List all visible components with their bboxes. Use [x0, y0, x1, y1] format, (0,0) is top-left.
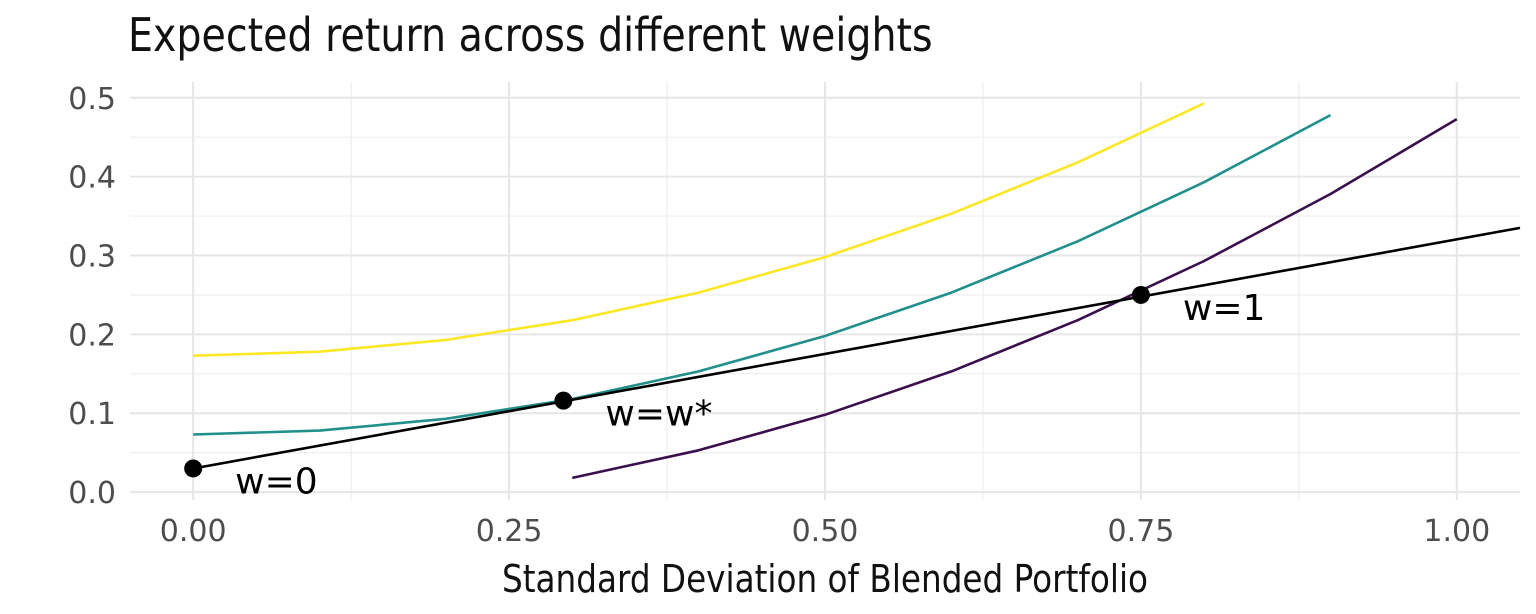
tick-labels: 0.00 0.25 0.50 0.75 1.00 0.0 0.1 0.2 0.3 0.4 0.5 [68, 82, 1490, 549]
x-tick-label: 0.50 [792, 514, 859, 549]
y-tick-label: 0.2 [68, 318, 116, 353]
x-tick-label: 0.25 [476, 514, 543, 549]
chart-title: Expected return across different weights [128, 8, 933, 62]
point-marker [1131, 285, 1150, 304]
y-tick-label: 0.1 [68, 397, 116, 432]
point-label: w=0 [235, 461, 318, 502]
series-line-4 [192, 226, 1521, 470]
point-marker [184, 459, 203, 478]
series-lines [192, 102, 1521, 480]
y-tick-label: 0.5 [68, 82, 116, 117]
series-line-2 [193, 113, 1332, 436]
x-tick-label: 0.75 [1108, 514, 1175, 549]
point-marker [554, 391, 573, 410]
point-label: w=1 [1183, 288, 1266, 329]
y-tick-label: 0.0 [68, 476, 116, 511]
series-line-3 [572, 117, 1458, 480]
series-line-1 [193, 102, 1205, 357]
y-tick-label: 0.3 [68, 240, 116, 275]
y-tick-label: 0.4 [68, 161, 116, 196]
x-axis-title: Standard Deviation of Blended Portfolio [502, 558, 1148, 602]
point-label: w=w* [605, 394, 712, 435]
x-tick-label: 1.00 [1423, 514, 1490, 549]
x-tick-label: 0.00 [160, 514, 227, 549]
highlighted-points: w=0 w=w* w=1 [184, 285, 1266, 502]
grid [130, 82, 1520, 500]
